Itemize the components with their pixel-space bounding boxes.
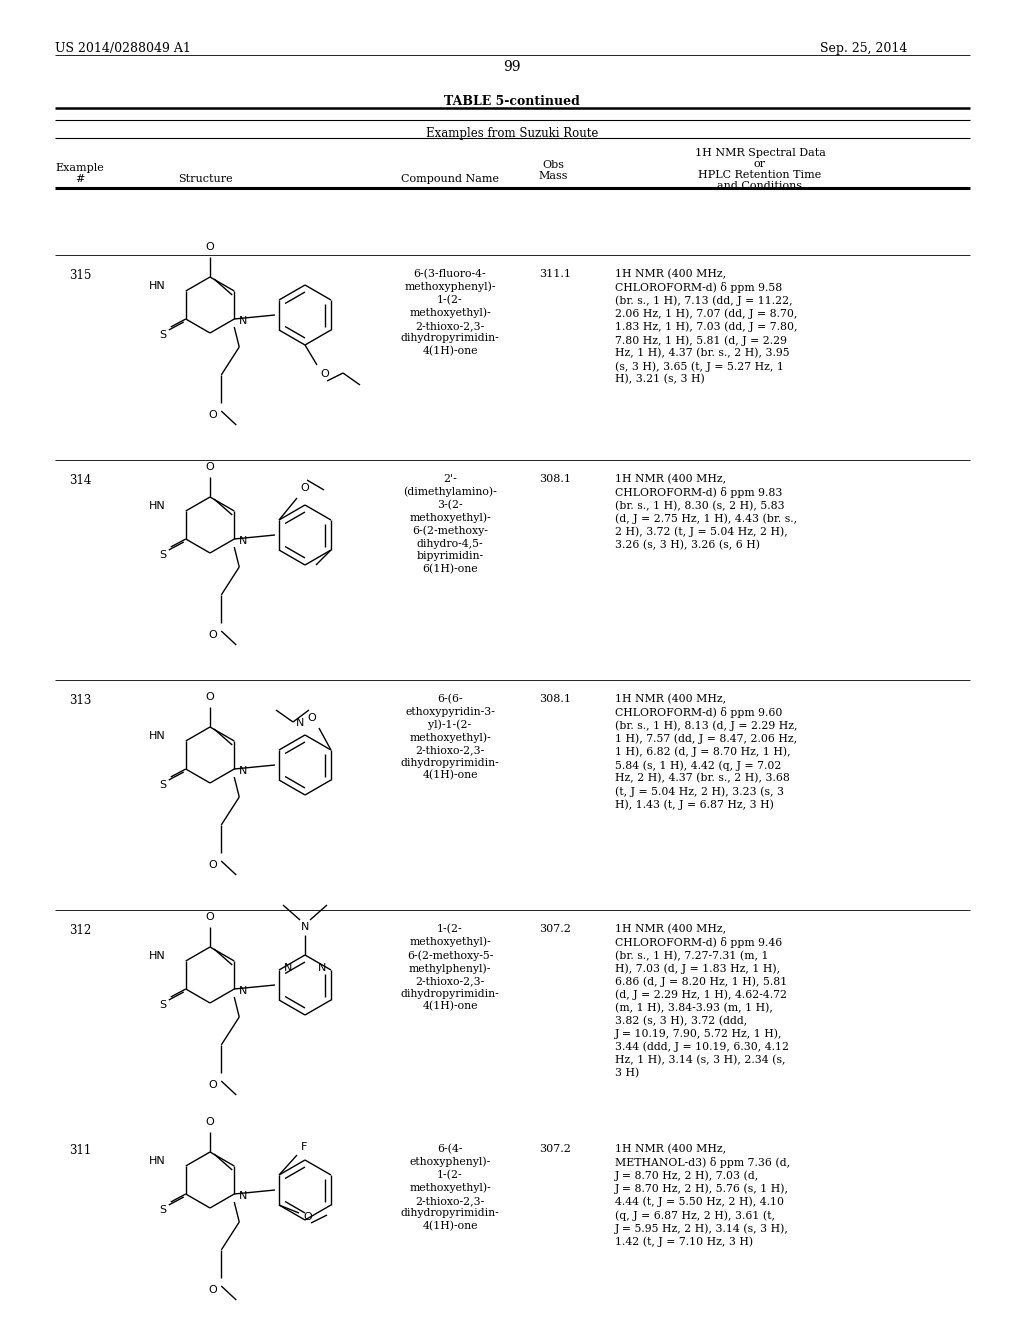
Text: O: O — [206, 692, 214, 702]
Text: 314: 314 — [69, 474, 91, 487]
Text: O: O — [206, 1117, 214, 1127]
Text: 311.1: 311.1 — [539, 269, 571, 279]
Text: N: N — [301, 921, 309, 932]
Text: O: O — [319, 370, 329, 379]
Text: O: O — [209, 411, 218, 420]
Text: 312: 312 — [69, 924, 91, 937]
Text: 2'-
(dimethylamino)-
3-(2-
methoxyethyl)-
6-(2-methoxy-
dihydro-4,5-
bipyrimidin: 2'- (dimethylamino)- 3-(2- methoxyethyl)… — [403, 474, 497, 574]
Text: N: N — [240, 986, 248, 997]
Text: 1H NMR (400 MHz,
CHLOROFORM-d) δ ppm 9.60
(br. s., 1 H), 8.13 (d, J = 2.29 Hz,
1: 1H NMR (400 MHz, CHLOROFORM-d) δ ppm 9.6… — [615, 694, 798, 809]
Text: N: N — [240, 315, 248, 326]
Text: N: N — [284, 964, 293, 973]
Text: S: S — [159, 780, 166, 789]
Text: F: F — [301, 1142, 307, 1152]
Text: 1H NMR (400 MHz,
CHLOROFORM-d) δ ppm 9.83
(br. s., 1 H), 8.30 (s, 2 H), 5.83
(d,: 1H NMR (400 MHz, CHLOROFORM-d) δ ppm 9.8… — [615, 474, 797, 550]
Text: 1H NMR (400 MHz,
CHLOROFORM-d) δ ppm 9.58
(br. s., 1 H), 7.13 (dd, J = 11.22,
2.: 1H NMR (400 MHz, CHLOROFORM-d) δ ppm 9.5… — [615, 269, 798, 384]
Text: 1H NMR Spectral Data: 1H NMR Spectral Data — [694, 148, 825, 158]
Text: 1H NMR (400 MHz,
CHLOROFORM-d) δ ppm 9.46
(br. s., 1 H), 7.27-7.31 (m, 1
H), 7.0: 1H NMR (400 MHz, CHLOROFORM-d) δ ppm 9.4… — [615, 924, 790, 1078]
Text: N: N — [240, 536, 248, 546]
Text: TABLE 5-continued: TABLE 5-continued — [444, 95, 580, 108]
Text: and Conditions: and Conditions — [718, 181, 803, 191]
Text: O: O — [209, 1284, 218, 1295]
Text: S: S — [159, 330, 166, 341]
Text: S: S — [159, 550, 166, 560]
Text: 1-(2-
methoxyethyl)-
6-(2-methoxy-5-
methylphenyl)-
2-thioxo-2,3-
dihydropyrimid: 1-(2- methoxyethyl)- 6-(2-methoxy-5- met… — [400, 924, 500, 1011]
Text: Mass: Mass — [539, 172, 567, 181]
Text: Compound Name: Compound Name — [401, 174, 499, 183]
Text: 1H NMR (400 MHz,
METHANOL-d3) δ ppm 7.36 (d,
J = 8.70 Hz, 2 H), 7.03 (d,
J = 8.7: 1H NMR (400 MHz, METHANOL-d3) δ ppm 7.36… — [615, 1144, 791, 1247]
Text: Structure: Structure — [178, 174, 232, 183]
Text: 313: 313 — [69, 694, 91, 708]
Text: O: O — [209, 1080, 218, 1090]
Text: N: N — [240, 766, 248, 776]
Text: O: O — [209, 861, 218, 870]
Text: HN: HN — [150, 281, 166, 290]
Text: HN: HN — [150, 731, 166, 741]
Text: O: O — [303, 1212, 311, 1222]
Text: N: N — [296, 718, 304, 729]
Text: Obs: Obs — [542, 160, 564, 170]
Text: HN: HN — [150, 950, 166, 961]
Text: O: O — [300, 483, 309, 492]
Text: #: # — [76, 174, 85, 183]
Text: O: O — [206, 242, 214, 252]
Text: 6-(6-
ethoxypyridin-3-
yl)-1-(2-
methoxyethyl)-
2-thioxo-2,3-
dihydropyrimidin-
: 6-(6- ethoxypyridin-3- yl)-1-(2- methoxy… — [400, 694, 500, 780]
Text: O: O — [206, 462, 214, 473]
Text: S: S — [159, 1205, 166, 1214]
Text: S: S — [159, 1001, 166, 1010]
Text: Sep. 25, 2014: Sep. 25, 2014 — [820, 42, 907, 55]
Text: US 2014/0288049 A1: US 2014/0288049 A1 — [55, 42, 190, 55]
Text: N: N — [240, 1191, 248, 1201]
Text: 6-(3-fluoro-4-
methoxyphenyl)-
1-(2-
methoxyethyl)-
2-thioxo-2,3-
dihydropyrimid: 6-(3-fluoro-4- methoxyphenyl)- 1-(2- met… — [400, 269, 500, 356]
Text: HN: HN — [150, 1156, 166, 1166]
Text: 308.1: 308.1 — [539, 694, 571, 704]
Text: N: N — [317, 964, 326, 973]
Text: O: O — [206, 912, 214, 921]
Text: O: O — [307, 713, 316, 723]
Text: HN: HN — [150, 502, 166, 511]
Text: 308.1: 308.1 — [539, 474, 571, 484]
Text: Example: Example — [55, 162, 104, 173]
Text: 99: 99 — [503, 59, 521, 74]
Text: 307.2: 307.2 — [539, 1144, 571, 1154]
Text: Examples from Suzuki Route: Examples from Suzuki Route — [426, 127, 598, 140]
Text: 6-(4-
ethoxyphenyl)-
1-(2-
methoxyethyl)-
2-thioxo-2,3-
dihydropyrimidin-
4(1H)-: 6-(4- ethoxyphenyl)- 1-(2- methoxyethyl)… — [400, 1144, 500, 1232]
Text: HPLC Retention Time: HPLC Retention Time — [698, 170, 821, 180]
Text: O: O — [209, 630, 218, 640]
Text: 307.2: 307.2 — [539, 924, 571, 935]
Text: or: or — [754, 158, 766, 169]
Text: 315: 315 — [69, 269, 91, 282]
Text: 311: 311 — [69, 1144, 91, 1158]
